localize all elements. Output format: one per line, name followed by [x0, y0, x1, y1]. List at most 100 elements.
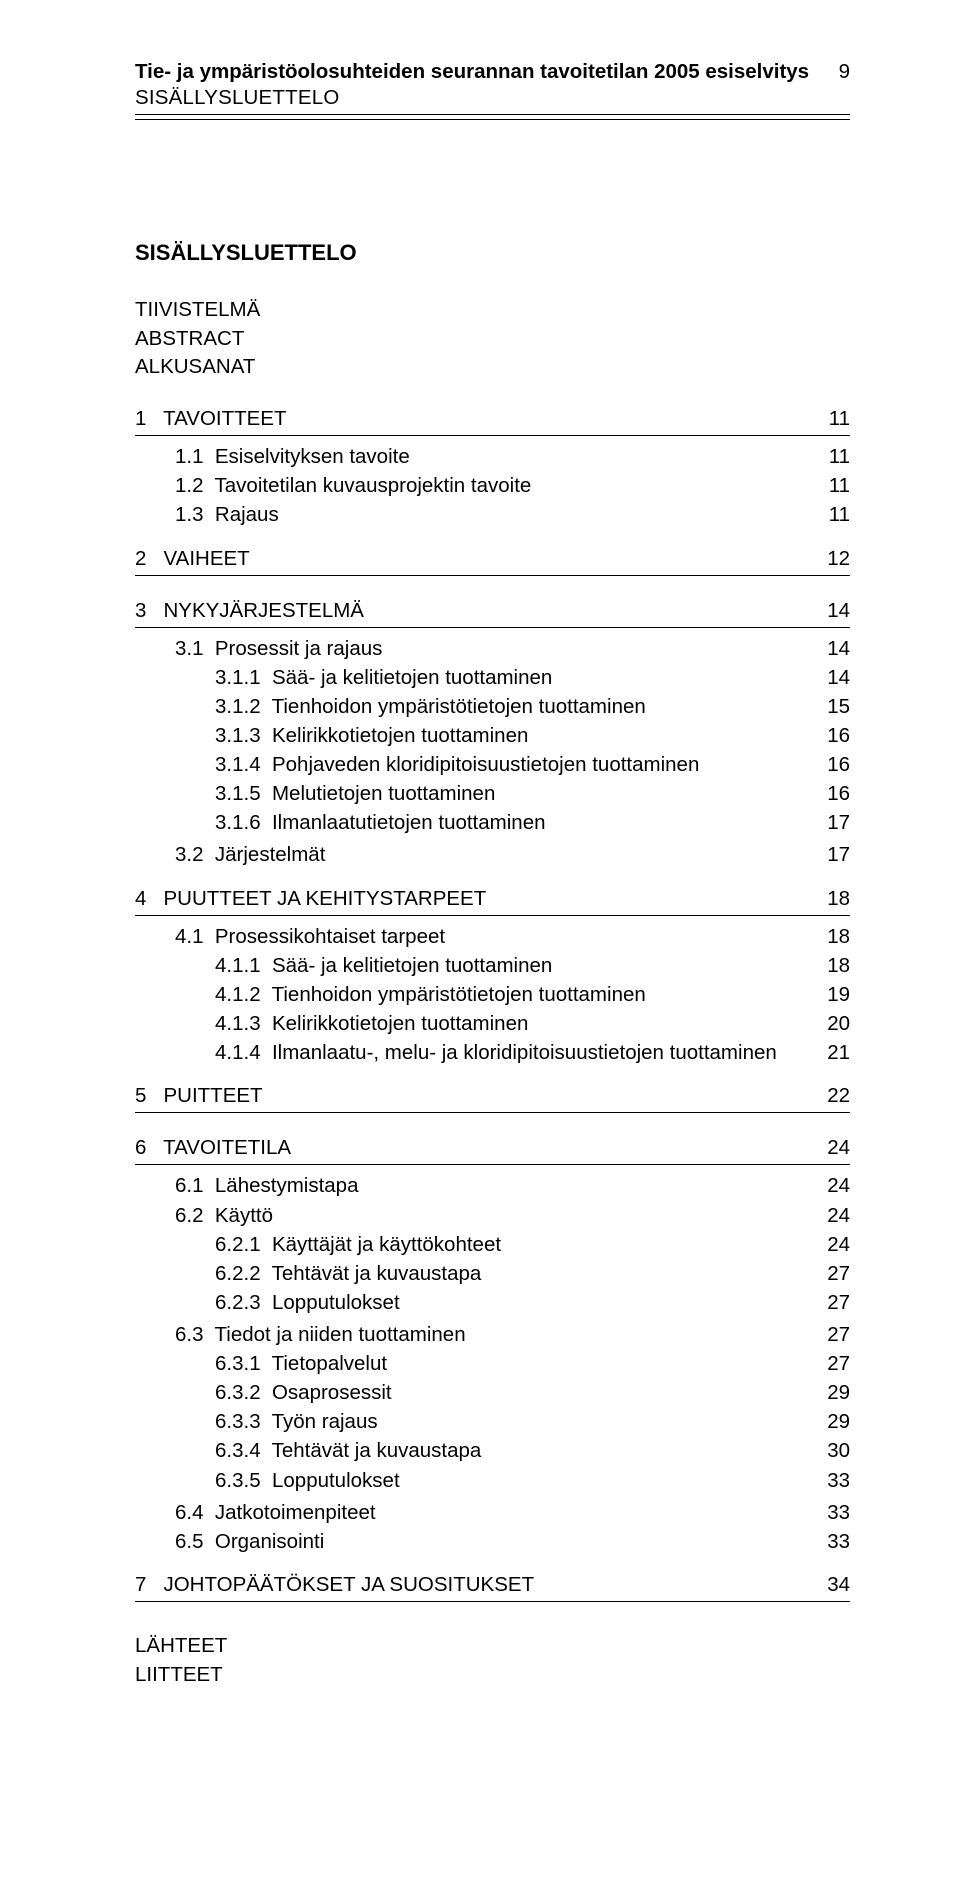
toc-row: 6.2.2 Tehtävät ja kuvaustapa 27: [215, 1259, 850, 1288]
toc-page: 27: [817, 1320, 850, 1349]
doc-subtitle: SISÄLLYSLUETTELO: [135, 86, 850, 110]
page-header: Tie- ja ympäristöolosuhteiden seurannan …: [135, 60, 850, 110]
toc-label: 6.3.3 Työn rajaus: [215, 1407, 378, 1436]
toc-label: 1.2 Tavoitetilan kuvausprojektin tavoite: [175, 471, 531, 500]
toc-section-gap: [135, 870, 850, 884]
toc-row: 3.1.3 Kelirikkotietojen tuottaminen 16: [215, 721, 850, 750]
toc-label: 6.2.1 Käyttäjät ja käyttökohteet: [215, 1230, 501, 1259]
toc-row: 4.1.1 Sää- ja kelitietojen tuottaminen 18: [215, 951, 850, 980]
toc-page: 27: [817, 1259, 850, 1288]
toc-row: 6.2.3 Lopputulokset27: [215, 1288, 850, 1317]
toc-page: 34: [817, 1570, 850, 1599]
toc-row: 1 TAVOITTEET11: [135, 404, 850, 433]
toc-page: 15: [817, 692, 850, 721]
toc-label: 3.1.1 Sää- ja kelitietojen tuottaminen: [215, 663, 552, 692]
toc-row: 6.3.3 Työn rajaus 29: [215, 1407, 850, 1436]
toc-lvl1-underline: [135, 1112, 850, 1113]
preface-item: ALKUSANAT: [135, 353, 850, 382]
toc-row: 3.1.1 Sää- ja kelitietojen tuottaminen14: [215, 663, 850, 692]
toc-page: 17: [817, 808, 850, 837]
toc-label: 5 PUITTEET: [135, 1081, 263, 1110]
toc-page: 18: [817, 884, 850, 913]
appendix-item: LIITTEET: [135, 1661, 850, 1690]
toc-page: 18: [817, 922, 850, 951]
toc-page: 29: [817, 1407, 850, 1436]
toc-label: 6.5 Organisointi: [175, 1527, 324, 1556]
toc-label: 4.1.2 Tienhoidon ympäristötietojen tuott…: [215, 980, 646, 1009]
toc-page: 27: [817, 1349, 850, 1378]
toc-row: 4.1.4 Ilmanlaatu-, melu- ja kloridipitoi…: [215, 1038, 850, 1067]
toc-page: 14: [817, 634, 850, 663]
toc-lvl1-underline: [135, 1164, 850, 1165]
toc-page: 16: [817, 779, 850, 808]
toc-section-gap: [135, 582, 850, 596]
toc-label: 3.2 Järjestelmät: [175, 840, 325, 869]
toc-page: 24: [817, 1133, 850, 1162]
toc-page: 29: [817, 1378, 850, 1407]
toc-row: 7 JOHTOPÄÄTÖKSET JA SUOSITUKSET 34: [135, 1570, 850, 1599]
toc-lvl1-underline: [135, 435, 850, 436]
toc-row: 3.2 Järjestelmät 17: [175, 840, 850, 869]
preface-item: TIIVISTELMÄ: [135, 296, 850, 325]
toc-label: 3 NYKYJÄRJESTELMÄ: [135, 596, 364, 625]
toc-row: 1.3 Rajaus 11: [175, 500, 850, 529]
header-divider-bottom: [135, 119, 850, 120]
toc-page: 11: [819, 442, 850, 471]
toc-page: 14: [817, 596, 850, 625]
toc-row: 1.2 Tavoitetilan kuvausprojektin tavoite…: [175, 471, 850, 500]
page-container: Tie- ja ympäristöolosuhteiden seurannan …: [0, 0, 960, 1896]
toc-page: 24: [817, 1230, 850, 1259]
toc-label: 6.3 Tiedot ja niiden tuottaminen: [175, 1320, 466, 1349]
toc-label: 4.1.1 Sää- ja kelitietojen tuottaminen: [215, 951, 552, 980]
toc-row: 6.3.1 Tietopalvelut27: [215, 1349, 850, 1378]
toc-row: 5 PUITTEET22: [135, 1081, 850, 1110]
toc-row: 6.3.5 Lopputulokset 33: [215, 1466, 850, 1495]
toc-page: 17: [817, 840, 850, 869]
page-number: 9: [839, 60, 850, 84]
toc-page: 16: [817, 721, 850, 750]
toc-section-gap: [135, 1556, 850, 1570]
toc-label: 4.1.3 Kelirikkotietojen tuottaminen: [215, 1009, 528, 1038]
toc-row: 3.1.2 Tienhoidon ympäristötietojen tuott…: [215, 692, 850, 721]
toc-label: 6.2.2 Tehtävät ja kuvaustapa: [215, 1259, 481, 1288]
toc-row: 3 NYKYJÄRJESTELMÄ 14: [135, 596, 850, 625]
preface-block: TIIVISTELMÄ ABSTRACT ALKUSANAT: [135, 296, 850, 382]
toc-row: 3.1.6 Ilmanlaatutietojen tuottaminen 17: [215, 808, 850, 837]
toc-section-gap: [135, 530, 850, 544]
toc-row: 4.1.3 Kelirikkotietojen tuottaminen 20: [215, 1009, 850, 1038]
toc-lvl1-underline: [135, 575, 850, 576]
toc-row: 3.1.4 Pohjaveden kloridipitoisuustietoje…: [215, 750, 850, 779]
toc-row: 6.4 Jatkotoimenpiteet 33: [175, 1498, 850, 1527]
toc-page: 27: [817, 1288, 850, 1317]
toc-page: 12: [817, 544, 850, 573]
toc-label: 6.3.5 Lopputulokset: [215, 1466, 400, 1495]
toc-row: 4.1 Prosessikohtaiset tarpeet18: [175, 922, 850, 951]
toc-row: 6.2 Käyttö24: [175, 1201, 850, 1230]
toc-page: 18: [817, 951, 850, 980]
toc-label: 3.1.3 Kelirikkotietojen tuottaminen: [215, 721, 528, 750]
toc-section-gap: [135, 1119, 850, 1133]
toc-label: 3.1.6 Ilmanlaatutietojen tuottaminen: [215, 808, 546, 837]
toc-lvl1-underline: [135, 1601, 850, 1602]
toc-label: 6 TAVOITETILA: [135, 1133, 291, 1162]
toc-page: 16: [817, 750, 850, 779]
toc-page: 33: [817, 1466, 850, 1495]
toc-row: 4 PUUTTEET JA KEHITYSTARPEET18: [135, 884, 850, 913]
toc-row: 6.3.4 Tehtävät ja kuvaustapa30: [215, 1436, 850, 1465]
toc-label: 6.2 Käyttö: [175, 1201, 273, 1230]
toc-label: 3.1.5 Melutietojen tuottaminen: [215, 779, 495, 808]
toc-lvl1-underline: [135, 915, 850, 916]
toc-row: 6.3 Tiedot ja niiden tuottaminen 27: [175, 1320, 850, 1349]
toc-label: 6.4 Jatkotoimenpiteet: [175, 1498, 376, 1527]
toc-label: 1.1 Esiselvityksen tavoite: [175, 442, 410, 471]
toc-page: 11: [819, 500, 850, 529]
toc-row: 3.1 Prosessit ja rajaus14: [175, 634, 850, 663]
toc-page: 20: [817, 1009, 850, 1038]
toc-page: 33: [817, 1498, 850, 1527]
toc-label: 3.1.4 Pohjaveden kloridipitoisuustietoje…: [215, 750, 699, 779]
toc-label: 3.1.2 Tienhoidon ympäristötietojen tuott…: [215, 692, 646, 721]
toc-label: 1.3 Rajaus: [175, 500, 279, 529]
toc-label: 7 JOHTOPÄÄTÖKSET JA SUOSITUKSET: [135, 1570, 534, 1599]
toc-page: 11: [819, 471, 850, 500]
toc-body: 1 TAVOITTEET11 1.1 Esiselvityksen tavoite…: [135, 404, 850, 1602]
